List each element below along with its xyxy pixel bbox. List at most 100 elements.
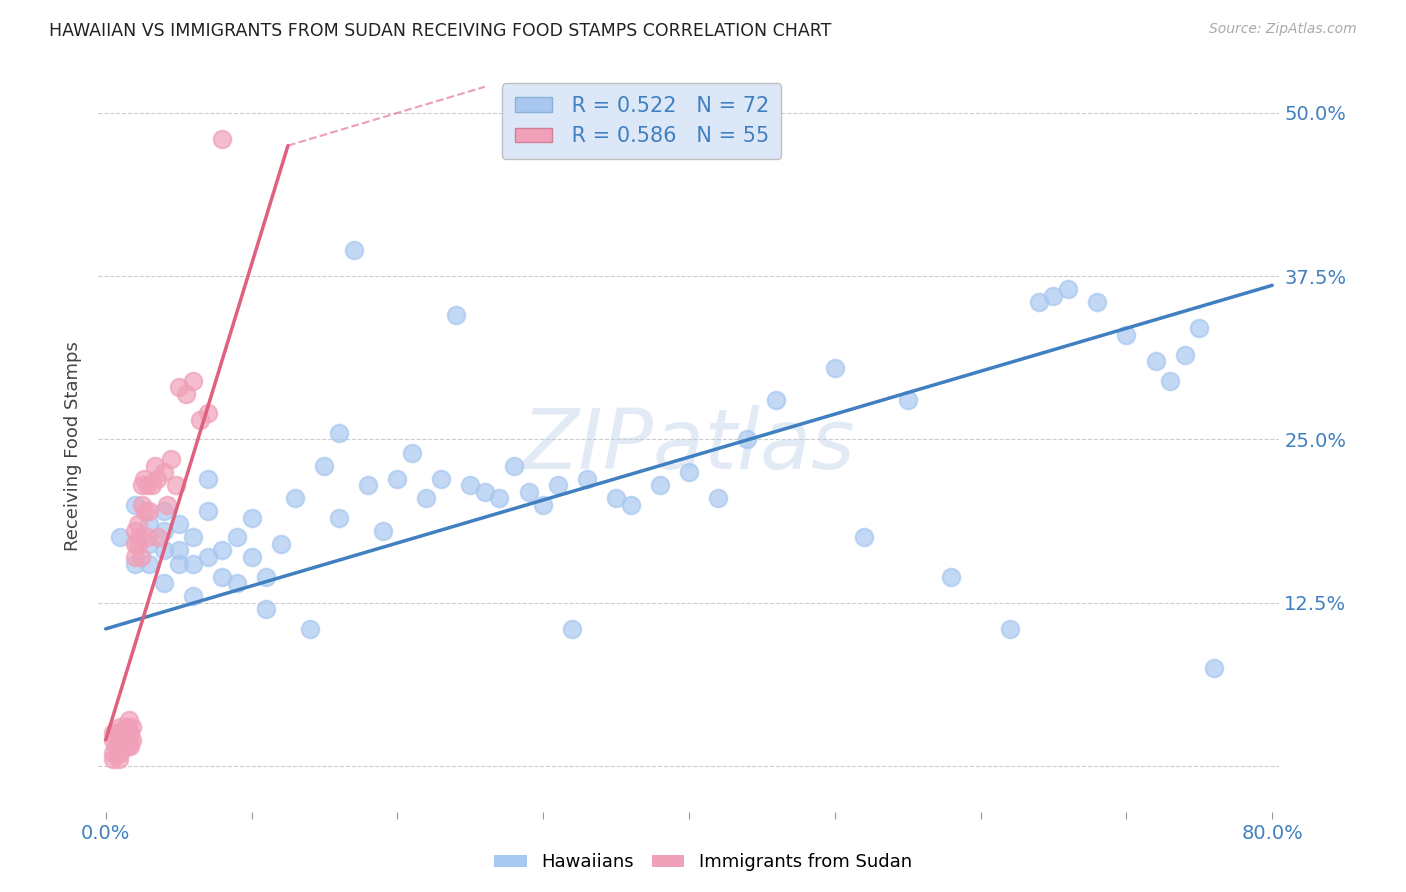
Point <box>118 714 141 728</box>
Point <box>167 517 190 532</box>
Point <box>342 243 364 257</box>
Legend:  R = 0.522   N = 72,  R = 0.586   N = 55: R = 0.522 N = 72, R = 0.586 N = 55 <box>502 83 782 159</box>
Point <box>211 132 233 146</box>
Point <box>1188 321 1211 335</box>
Point <box>105 726 128 740</box>
Point <box>503 458 526 473</box>
Point <box>707 491 730 506</box>
Point <box>165 478 187 492</box>
Point <box>101 732 124 747</box>
Point <box>156 498 179 512</box>
Point <box>226 530 249 544</box>
Point <box>120 739 142 754</box>
Point <box>131 478 153 492</box>
Point <box>138 557 160 571</box>
Point <box>108 752 131 766</box>
Point <box>101 752 124 766</box>
Text: Source: ZipAtlas.com: Source: ZipAtlas.com <box>1209 22 1357 37</box>
Point <box>124 549 146 564</box>
Point <box>430 472 453 486</box>
Point <box>181 374 204 388</box>
Point <box>132 472 155 486</box>
Point <box>547 478 569 492</box>
Point <box>197 549 219 564</box>
Point <box>129 549 152 564</box>
Point <box>240 549 263 564</box>
Point <box>181 589 204 603</box>
Point <box>143 458 166 473</box>
Point <box>138 504 160 518</box>
Point <box>135 530 157 544</box>
Point <box>240 511 263 525</box>
Point <box>298 622 321 636</box>
Point <box>167 380 190 394</box>
Point <box>117 720 139 734</box>
Legend: Hawaiians, Immigrants from Sudan: Hawaiians, Immigrants from Sudan <box>486 847 920 879</box>
Point <box>474 484 496 499</box>
Point <box>620 498 643 512</box>
Point <box>153 576 176 591</box>
Point <box>1057 282 1080 296</box>
Point <box>148 530 170 544</box>
Point <box>131 498 153 512</box>
Point <box>138 537 160 551</box>
Point <box>531 498 554 512</box>
Point <box>181 530 204 544</box>
Point <box>1028 295 1050 310</box>
Point <box>941 569 963 583</box>
Point <box>1085 295 1108 310</box>
Point <box>1159 374 1181 388</box>
Point <box>1174 348 1197 362</box>
Point <box>138 517 160 532</box>
Point <box>1144 354 1167 368</box>
Point <box>104 739 127 754</box>
Point <box>153 543 176 558</box>
Point <box>121 732 143 747</box>
Point <box>124 498 146 512</box>
Point <box>488 491 510 506</box>
Point <box>190 413 212 427</box>
Point <box>254 602 277 616</box>
Point <box>127 537 149 551</box>
Point <box>153 504 176 518</box>
Point <box>735 433 758 447</box>
Point <box>1202 661 1225 675</box>
Point <box>121 720 143 734</box>
Point <box>1042 289 1064 303</box>
Point <box>444 309 467 323</box>
Point <box>401 445 423 459</box>
Point <box>211 569 233 583</box>
Point <box>101 746 124 760</box>
Text: HAWAIIAN VS IMMIGRANTS FROM SUDAN RECEIVING FOOD STAMPS CORRELATION CHART: HAWAIIAN VS IMMIGRANTS FROM SUDAN RECEIV… <box>49 22 831 40</box>
Point <box>226 576 249 591</box>
Point <box>153 524 176 538</box>
Point <box>110 746 132 760</box>
Point <box>458 478 481 492</box>
Point <box>387 472 409 486</box>
Point <box>124 557 146 571</box>
Y-axis label: Receiving Food Stamps: Receiving Food Stamps <box>65 341 83 551</box>
Point <box>371 524 394 538</box>
Point <box>124 524 146 538</box>
Point <box>118 732 141 747</box>
Point <box>110 726 132 740</box>
Point <box>134 504 156 518</box>
Point <box>357 478 380 492</box>
Point <box>648 478 671 492</box>
Point <box>124 537 146 551</box>
Point <box>284 491 307 506</box>
Point <box>110 739 132 754</box>
Point <box>517 484 540 499</box>
Point <box>575 472 598 486</box>
Point <box>174 386 197 401</box>
Point <box>181 557 204 571</box>
Point <box>108 732 131 747</box>
Point <box>141 478 163 492</box>
Point <box>101 726 124 740</box>
Point <box>117 726 139 740</box>
Point <box>678 465 700 479</box>
Point <box>160 452 183 467</box>
Point <box>211 543 233 558</box>
Point <box>852 530 875 544</box>
Point <box>561 622 583 636</box>
